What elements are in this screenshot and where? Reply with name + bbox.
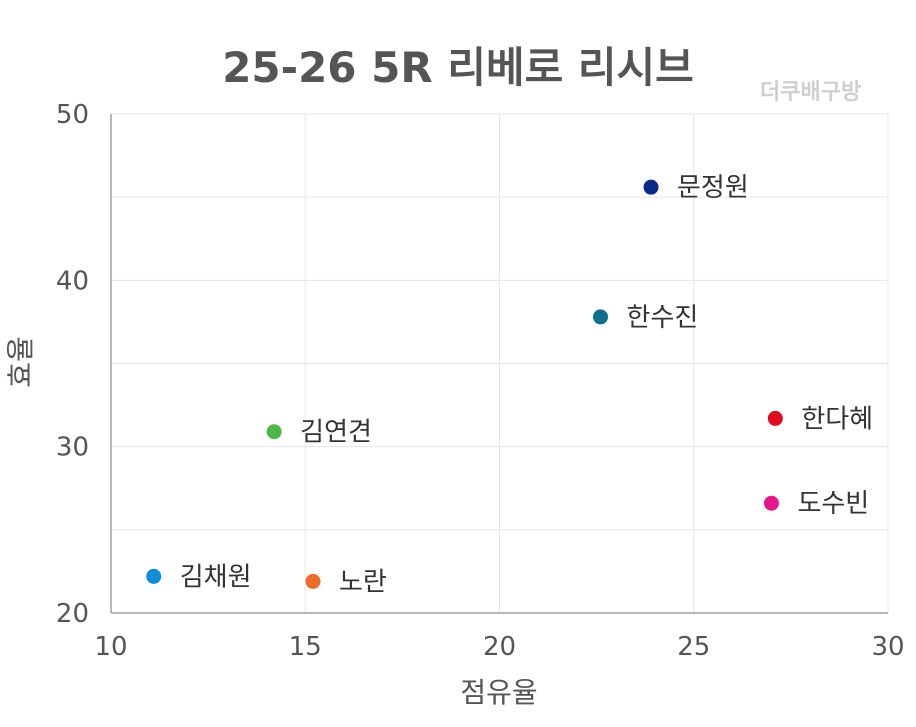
- data-point-label: 도수빈: [797, 489, 869, 519]
- data-point-label: 문정원: [677, 173, 749, 203]
- data-point: [763, 495, 779, 511]
- x-tick-label: 20: [483, 632, 516, 662]
- y-axis-title: 효율: [4, 336, 37, 388]
- data-point-label: 한다혜: [801, 404, 873, 434]
- tick-labels: 10 15 20 25 30 20 30 40 50: [56, 100, 905, 662]
- grid: [111, 113, 889, 613]
- data-point-label: 한수진: [627, 303, 699, 333]
- data-point: [146, 568, 162, 584]
- x-tick-label: 30: [871, 632, 904, 662]
- y-tick-label: 20: [56, 599, 89, 629]
- y-tick-label: 50: [56, 100, 89, 130]
- data-point: [643, 179, 659, 195]
- x-tick-label: 15: [289, 632, 322, 662]
- data-point: [266, 424, 282, 440]
- data-point-label: 김채원: [180, 562, 252, 592]
- axes: [110, 114, 888, 614]
- x-tick-label: 10: [94, 632, 127, 662]
- x-tick-label: 25: [677, 632, 710, 662]
- data-point: [305, 573, 321, 589]
- data-point: [593, 309, 609, 325]
- data-point-label: 노란: [339, 567, 387, 597]
- data-point-label: 김연견: [300, 418, 372, 448]
- chart-title: 25-26 5R 리베로 리시브: [222, 43, 694, 92]
- y-tick-label: 30: [56, 433, 89, 463]
- x-axis-title: 점유율: [460, 676, 537, 709]
- y-tick-label: 40: [56, 266, 89, 296]
- data-point: [767, 410, 783, 426]
- watermark: 더쿠배구방: [760, 80, 862, 105]
